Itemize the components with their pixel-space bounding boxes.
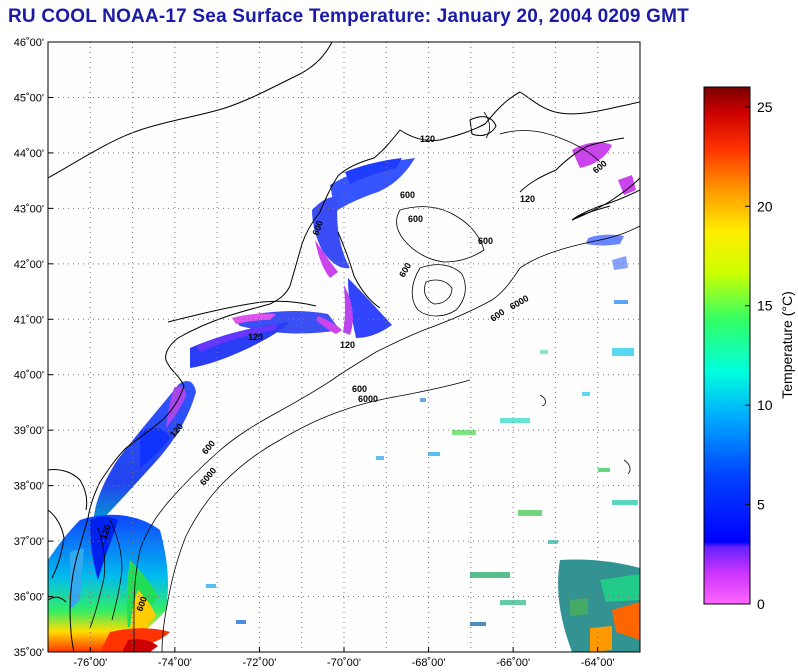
latitude-axis: 46˚00' 45˚00' 44˚00' 43˚00' 42˚00' 41˚00' 40˚0… [14,37,53,659]
lat-tick-label: 45˚00' [14,92,44,104]
colorbar-tick-label: 25 [757,99,773,115]
contour-label: 600 [478,236,493,246]
contour-label: 600 [310,219,325,237]
lat-tick-label: 46˚00' [14,37,44,49]
lat-tick-label: 37˚00' [14,536,44,548]
contour-label: 120 [98,523,113,541]
lat-tick-label: 40˚00' [14,370,44,382]
bathymetry-contours [89,111,640,652]
contour-label: 600 [352,384,367,394]
lat-tick-label: 39˚00' [14,425,44,437]
lat-tick-label: 36˚00' [14,592,44,604]
colorbar-tick-label: 20 [757,198,773,214]
lon-tick-label: -70˚00' [327,657,361,669]
lon-tick-label: -64˚00' [581,657,615,669]
contour-label: 600 [134,595,149,613]
contour-label: 120 [248,332,263,342]
colorbar: 0 5 10 15 20 25 Temperature (°C) [703,86,795,612]
lat-tick-label: 43˚00' [14,203,44,215]
page-title: RU COOL NOAA-17 Sea Surface Temperature:… [8,6,689,27]
colorbar-tick-label: 5 [757,497,765,513]
contour-labels: 600 600 6000 120 600 600 600 600 6000 12… [98,134,608,613]
lat-tick-label: 35˚00' [14,647,44,659]
lat-tick-label: 42˚00' [14,259,44,271]
colorbar-gradient [703,86,751,605]
lon-tick-label: -68˚00' [412,657,446,669]
colorbar-tick-label: 10 [757,397,773,413]
contour-label: 600 [400,190,415,200]
colorbar-title: Temperature (°C) [779,291,795,399]
lon-tick-label: -76˚00' [73,657,107,669]
coastline [48,42,640,652]
colorbar-tick-label: 15 [757,298,773,314]
lon-tick-label: -66˚00' [496,657,530,669]
lon-tick-label: -72˚00' [242,657,276,669]
lat-tick-label: 41˚00' [14,314,44,326]
colorbar-ticks: 0 5 10 15 20 25 [745,99,773,612]
lat-tick-label: 38˚00' [14,481,44,493]
contour-label: 120 [420,134,435,144]
contour-label: 600 [408,214,423,224]
contour-label: 120 [520,194,535,204]
contour-label: 120 [340,340,355,350]
lat-tick-label: 44˚00' [14,148,44,160]
longitude-axis: -76˚00' -74˚00' -72˚00' -70˚00' -68˚00' -66˚0… [73,647,615,669]
contour-label: 6000 [358,394,378,404]
lon-tick-label: -74˚00' [158,657,192,669]
graticule [48,42,640,652]
colorbar-tick-label: 0 [757,596,765,612]
